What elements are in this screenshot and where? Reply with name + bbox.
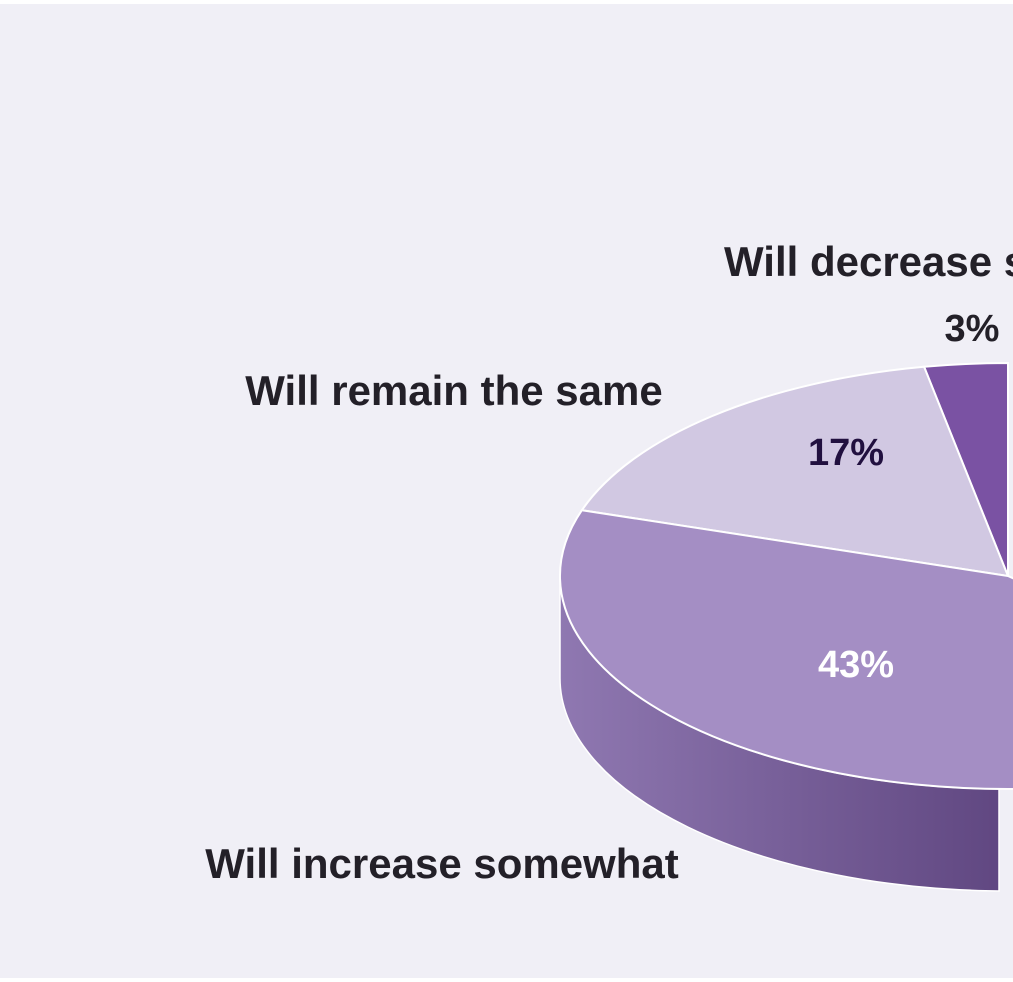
category-label-will-decrease: Will decrease s: [724, 238, 1013, 285]
pie-slice-will-remain-the-same: [580, 365, 1010, 578]
value-label-will-remain-the-same: 17%: [808, 432, 884, 474]
value-label-will-increase-somewhat: 43%: [818, 644, 894, 686]
category-label-will-remain-the-same: Will remain the same: [245, 367, 662, 414]
category-label-will-increase-somewhat: Will increase somewhat: [205, 840, 678, 887]
value-label-will-decrease: 3%: [945, 308, 1000, 350]
pie-chart: Will decrease s 3% Will remain the same …: [205, 238, 1013, 892]
pie-slice-will-increase-somewhat: [558, 509, 1013, 791]
chart-panel: Will decrease s 3% Will remain the same …: [0, 4, 1013, 978]
